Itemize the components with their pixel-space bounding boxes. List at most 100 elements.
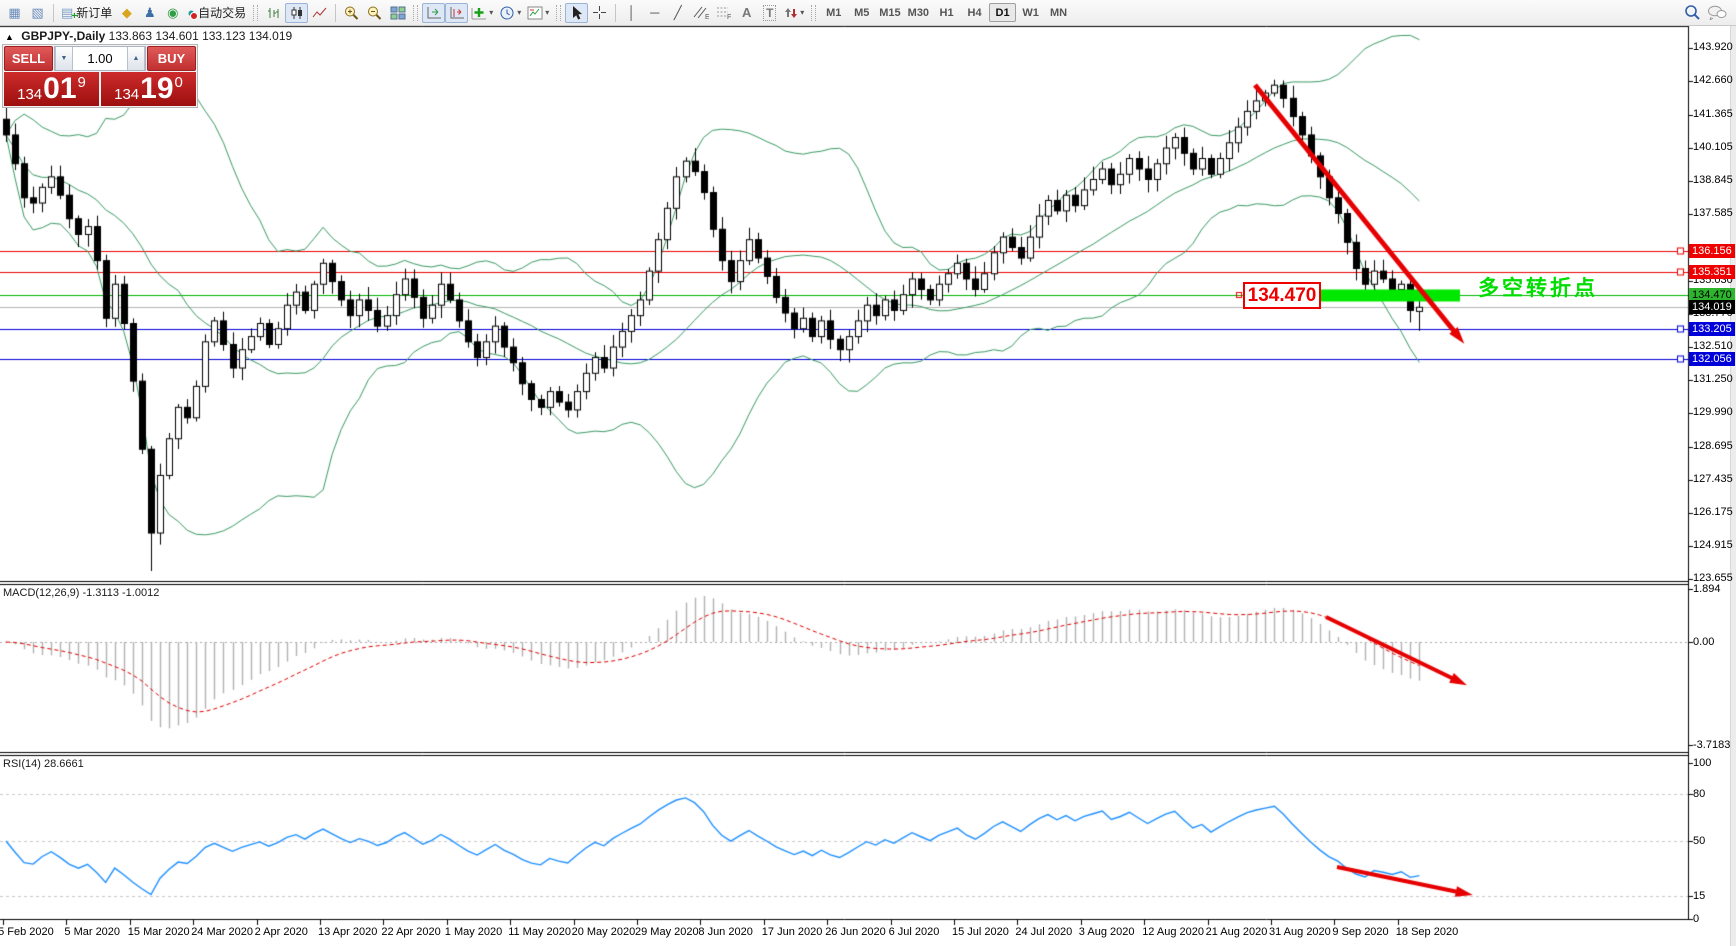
- buy-price[interactable]: 134 19 0: [101, 72, 196, 106]
- panel-splitter[interactable]: [0, 751, 1688, 756]
- price-axis-tick: 143.920: [1693, 41, 1733, 53]
- chat-button[interactable]: [1704, 3, 1730, 23]
- profiles-button[interactable]: ▧: [26, 3, 49, 23]
- text-button[interactable]: A: [735, 3, 758, 23]
- volume-control: ▼ ▲: [54, 46, 146, 71]
- date-axis-label: 3 Aug 2020: [1078, 926, 1135, 938]
- date-axis-label: 29 May 2020: [635, 926, 699, 938]
- new-order-button[interactable]: ▤ + 新订单: [58, 3, 115, 23]
- timeframe-button-D1[interactable]: D1: [989, 3, 1017, 22]
- date-axis-label: 18 Sep 2020: [1395, 926, 1459, 938]
- svg-text:E: E: [705, 14, 709, 20]
- auto-scroll-button[interactable]: [422, 2, 446, 23]
- zoom-in-button[interactable]: [340, 3, 363, 23]
- timeframe-button-M30[interactable]: M30: [907, 6, 930, 19]
- horizontal-line-button[interactable]: ─: [643, 3, 666, 23]
- chevron-down-icon: ▾: [800, 8, 805, 17]
- chevron-down-icon: ▾: [489, 8, 494, 17]
- search-icon: [1685, 5, 1700, 20]
- toolbar-separator: [615, 3, 617, 22]
- chart-ohlc-values: 133.863 134.601 133.123 134.019: [108, 29, 293, 43]
- date-axis-label: 24 Jul 2020: [1015, 926, 1073, 938]
- macd-indicator-label: MACD(12,26,9) -1.3113 -1.0012: [3, 587, 160, 599]
- tile-windows-button[interactable]: [386, 3, 409, 23]
- fibonacci-button[interactable]: F: [712, 3, 735, 23]
- profiles-icon: ▧: [31, 4, 44, 20]
- search-button[interactable]: [1681, 3, 1704, 23]
- date-axis-label: 12 Aug 2020: [1142, 926, 1204, 938]
- indicators-icon: [471, 7, 487, 19]
- arrows-tool-button[interactable]: ▾: [781, 3, 807, 23]
- clock-icon: [500, 6, 514, 19]
- metaeditor-icon: ◆: [121, 4, 132, 20]
- sell-button[interactable]: SELL: [4, 46, 53, 71]
- timeframe-button-H4[interactable]: H4: [967, 6, 982, 19]
- date-axis-label: 6 Jul 2020: [888, 926, 940, 938]
- rsi-axis-tick: 0: [1693, 913, 1700, 925]
- timeframe-button-M15[interactable]: M15: [879, 6, 901, 19]
- indicators-button[interactable]: ▾: [468, 3, 496, 23]
- price-callout-box[interactable]: 134.470: [1243, 282, 1321, 309]
- periods-button[interactable]: ▾: [496, 3, 524, 23]
- bar-chart-icon: [267, 7, 279, 18]
- timeframe-button-H1[interactable]: H1: [939, 6, 954, 19]
- panel-collapse-icon[interactable]: ▲: [5, 32, 14, 42]
- timeframe-button-M5[interactable]: M5: [854, 6, 870, 19]
- signals-button[interactable]: ◉: [161, 3, 184, 23]
- toolbar: ▦ ▧ ▤+ 新订单 ◆ ♟ ◉ ● 自动交易 ▾ ▾ ▾ │ ─ ╱ E F …: [0, 0, 1736, 26]
- vertical-scrollbar[interactable]: [1730, 26, 1736, 946]
- volume-decrease-button[interactable]: ▼: [55, 47, 73, 70]
- bar-chart-button[interactable]: [262, 3, 285, 23]
- price-axis-tick: 141.365: [1693, 107, 1733, 120]
- volume-input[interactable]: [73, 47, 127, 70]
- rsi-axis-tick: 15: [1693, 889, 1706, 902]
- new-chart-button[interactable]: ▦: [3, 3, 26, 23]
- sell-price[interactable]: 134 01 9: [4, 72, 99, 106]
- line-chart-icon: [312, 7, 327, 17]
- timeframe-button-M1[interactable]: M1: [826, 6, 842, 19]
- price-level-label: 133.205: [1689, 321, 1735, 336]
- buy-price-point: 0: [174, 74, 183, 91]
- cursor-icon: [572, 6, 582, 20]
- vertical-line-button[interactable]: │: [620, 3, 643, 23]
- panel-splitter[interactable]: [0, 580, 1688, 585]
- community-button[interactable]: ♟: [138, 3, 161, 23]
- trendline-button[interactable]: ╱: [666, 3, 689, 23]
- cursor-button[interactable]: [565, 2, 589, 23]
- buy-price-pips: 19: [140, 72, 174, 105]
- equidistant-channel-button[interactable]: E: [689, 3, 712, 23]
- rsi-axis-tick: 50: [1693, 835, 1706, 847]
- arrows-tool-icon: [785, 7, 798, 18]
- crosshair-button[interactable]: [588, 3, 611, 23]
- price-axis-tick: 128.695: [1693, 439, 1733, 452]
- chart-shift-button[interactable]: [445, 2, 469, 23]
- text-label-button[interactable]: T: [758, 3, 781, 23]
- price-level-label: 136.156: [1689, 244, 1735, 259]
- macd-axis-tick: -3.7183: [1693, 739, 1731, 752]
- autotrading-icon: ●: [187, 6, 199, 20]
- toolbar-grip: [811, 4, 817, 21]
- line-chart-button[interactable]: [308, 3, 331, 23]
- zoom-out-button[interactable]: [363, 3, 386, 23]
- annotation-note[interactable]: 多空转折点: [1478, 277, 1598, 300]
- candlestick-chart-button[interactable]: [285, 2, 309, 23]
- timeframe-button-W1[interactable]: W1: [1022, 6, 1039, 19]
- equidistant-channel-icon: E: [693, 6, 709, 20]
- autotrading-button[interactable]: ● 自动交易: [184, 3, 249, 23]
- templates-button[interactable]: ▾: [524, 3, 552, 23]
- metaeditor-button[interactable]: ◆: [115, 3, 138, 23]
- buy-button[interactable]: BUY: [147, 46, 196, 71]
- price-axis-tick: 123.655: [1693, 571, 1733, 584]
- price-level-label: 132.056: [1689, 351, 1735, 366]
- templates-icon: [527, 6, 543, 19]
- timeframe-button-MN[interactable]: MN: [1050, 6, 1068, 19]
- signals-icon: ◉: [167, 4, 179, 20]
- price-axis-tick: 140.105: [1693, 140, 1733, 153]
- toolbar-grip: [413, 4, 419, 21]
- date-axis-label: 8 Jun 2020: [698, 926, 753, 938]
- volume-increase-button[interactable]: ▲: [127, 47, 145, 70]
- autotrading-label: 自动交易: [198, 6, 247, 20]
- horizontal-line-icon: ─: [650, 5, 660, 20]
- date-axis-label: 15 Mar 2020: [127, 926, 190, 938]
